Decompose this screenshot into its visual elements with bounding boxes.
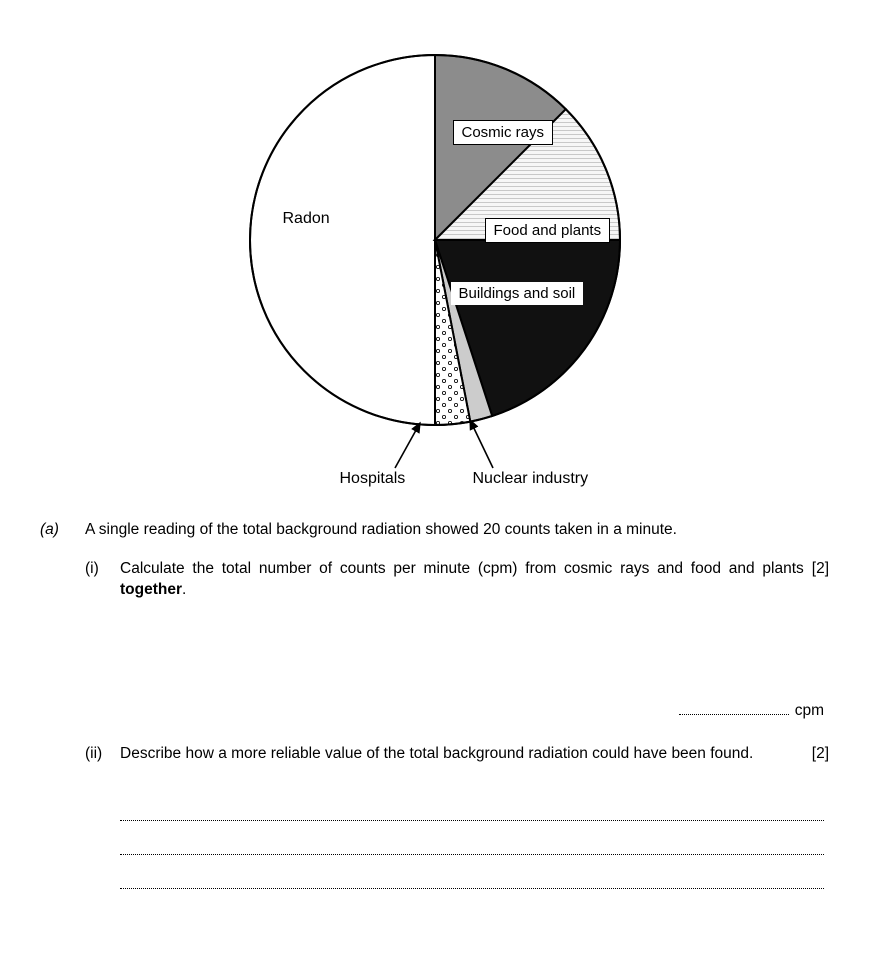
question-a-ii-body: Describe how a more reliable value of th… (120, 745, 753, 762)
question-a-label: (a) (40, 520, 85, 541)
slice-label-buildings-and-soil: Buildings and soil (451, 282, 584, 305)
callout-nuclear-industry: Nuclear industry (473, 470, 589, 488)
question-a-i: (i) [2] Calculate the total number of co… (85, 559, 829, 601)
pie-chart-area: Radon Cosmic rays Food and plants Buildi… (40, 30, 829, 500)
question-a-i-text-before: Calculate the total number of counts per… (120, 560, 804, 577)
pie-svg (225, 30, 645, 490)
question-a-ii-label: (ii) (85, 744, 120, 765)
question-a-i-text: [2] Calculate the total number of counts… (120, 559, 829, 601)
pie-chart: Radon Cosmic rays Food and plants Buildi… (225, 30, 645, 450)
slice-label-radon: Radon (283, 210, 330, 228)
writing-line[interactable] (120, 855, 824, 889)
answer-space-a-i (40, 601, 829, 691)
question-a-ii-marks: [2] (812, 744, 829, 765)
question-a-i-bold: together (120, 581, 182, 598)
question-a-i-text-after: . (182, 581, 186, 598)
question-a-intro-text: A single reading of the total background… (85, 520, 829, 541)
question-a-i-marks: [2] (812, 559, 829, 580)
question-a-intro: (a) A single reading of the total backgr… (40, 520, 829, 541)
callout-hospitals: Hospitals (340, 470, 406, 488)
writing-line[interactable] (120, 787, 824, 821)
answer-unit: cpm (795, 701, 824, 722)
question-a-i-label: (i) (85, 559, 120, 580)
answer-cpm-line: cpm (40, 701, 824, 722)
writing-line[interactable] (120, 821, 824, 855)
callout-labels: Hospitals Nuclear industry (225, 450, 645, 500)
question-a-ii-text: [2] Describe how a more reliable value o… (120, 744, 829, 765)
pie-slice-radon (250, 55, 435, 425)
slice-label-cosmic-rays: Cosmic rays (453, 120, 554, 145)
answer-blank[interactable] (679, 701, 789, 715)
question-a-ii: (ii) [2] Describe how a more reliable va… (85, 744, 829, 765)
writing-lines[interactable] (120, 787, 824, 889)
question-block: (a) A single reading of the total backgr… (40, 520, 829, 889)
slice-label-food-and-plants: Food and plants (485, 218, 611, 243)
